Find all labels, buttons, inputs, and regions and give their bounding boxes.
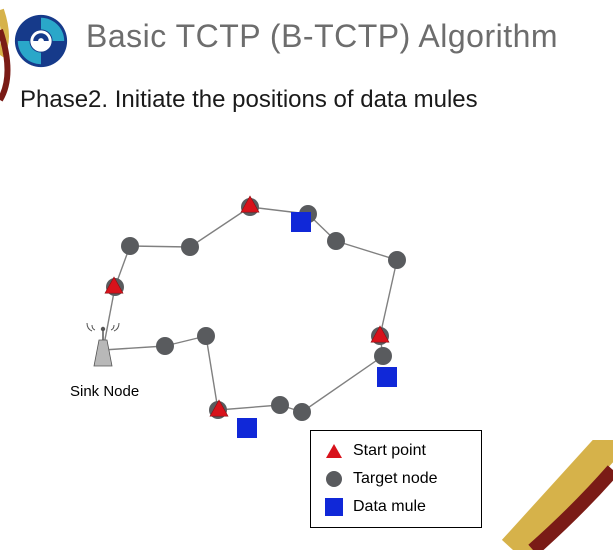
legend-row: Start point — [321, 437, 471, 465]
edge — [103, 346, 165, 350]
legend-row: Data mule — [321, 493, 471, 521]
target-node — [271, 396, 289, 414]
target-node — [293, 403, 311, 421]
slide-subtitle: Phase2. Initiate the positions of data m… — [20, 86, 478, 114]
legend-label: Target node — [353, 470, 438, 488]
edge — [206, 336, 218, 410]
legend: Start point Target node Data mule — [310, 430, 482, 528]
target-node — [156, 337, 174, 355]
target-node — [374, 347, 392, 365]
triangle-icon — [321, 444, 347, 458]
circle-icon — [321, 471, 347, 487]
slide-title: Basic TCTP (B-TCTP) Algorithm — [86, 18, 558, 55]
target-node — [327, 232, 345, 250]
edge — [218, 405, 280, 410]
target-node — [197, 327, 215, 345]
slide: Basic TCTP (B-TCTP) Algorithm Phase2. In… — [0, 0, 613, 550]
edge — [380, 260, 397, 336]
edge — [130, 246, 190, 247]
legend-label: Data mule — [353, 498, 426, 516]
data-mule — [377, 367, 397, 387]
data-mule — [291, 212, 311, 232]
square-icon — [321, 498, 347, 516]
sink-node-icon — [87, 323, 119, 366]
legend-label: Start point — [353, 442, 426, 460]
target-node — [121, 237, 139, 255]
target-node — [388, 251, 406, 269]
logo-icon — [12, 12, 70, 70]
network-diagram — [0, 130, 613, 550]
edge — [302, 356, 383, 412]
edge — [190, 207, 250, 247]
legend-row: Target node — [321, 465, 471, 493]
sink-node-label: Sink Node — [70, 383, 139, 400]
edge — [336, 241, 397, 260]
target-node — [181, 238, 199, 256]
data-mule — [237, 418, 257, 438]
